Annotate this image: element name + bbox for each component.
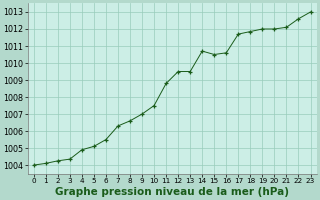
X-axis label: Graphe pression niveau de la mer (hPa): Graphe pression niveau de la mer (hPa) [55, 187, 289, 197]
